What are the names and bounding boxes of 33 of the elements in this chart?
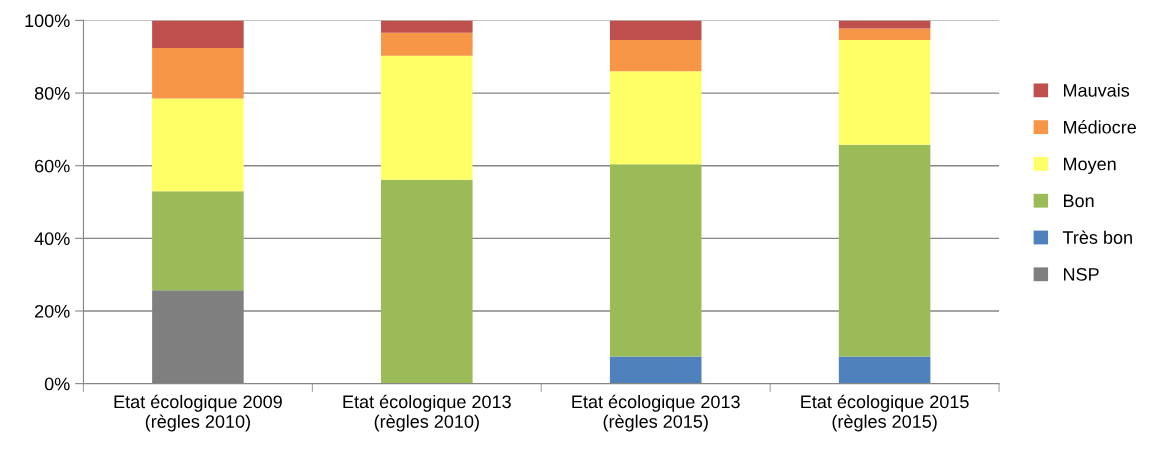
- y-tick-label: 40%: [34, 232, 70, 246]
- legend-label: Bon: [1063, 194, 1094, 208]
- bar: [381, 32, 473, 56]
- bar: [609, 164, 702, 357]
- y-tick-label: 20%: [35, 304, 70, 318]
- bar: [381, 179, 473, 384]
- x-tick-label: Etat écologique 2015 (règles 2015): [801, 394, 969, 432]
- y-tick-label: 60%: [35, 159, 70, 173]
- legend-label: Moyen: [1063, 157, 1116, 174]
- legend-label: NSP: [1063, 267, 1099, 281]
- bar: [609, 71, 702, 165]
- legend-label: Très bon: [1062, 230, 1132, 244]
- bar: [609, 356, 702, 384]
- x-tick-label: Etat écologique 2009 (règles 2010): [114, 394, 282, 432]
- legend-label: Médiocre: [1063, 120, 1136, 134]
- bar: [152, 48, 244, 99]
- bar: [838, 356, 931, 384]
- bar: [838, 40, 931, 145]
- x-tick-label: Etat écologique 2013 (règles 2010): [343, 394, 511, 432]
- bar: [609, 40, 702, 72]
- y-tick-label: 100%: [25, 14, 70, 28]
- bar: [609, 20, 702, 41]
- legend-label: Mauvais: [1063, 83, 1130, 97]
- y-tick-label: 0%: [44, 377, 70, 391]
- x-tick-label: Etat écologique 2013 (règles 2015): [572, 394, 740, 432]
- bar: [152, 98, 244, 192]
- bar: [152, 191, 244, 291]
- bar: [381, 55, 473, 180]
- bar: [152, 20, 244, 49]
- y-tick-label: 80%: [34, 87, 70, 100]
- bar: [838, 28, 931, 41]
- bar: [381, 20, 473, 33]
- bar: [838, 144, 931, 357]
